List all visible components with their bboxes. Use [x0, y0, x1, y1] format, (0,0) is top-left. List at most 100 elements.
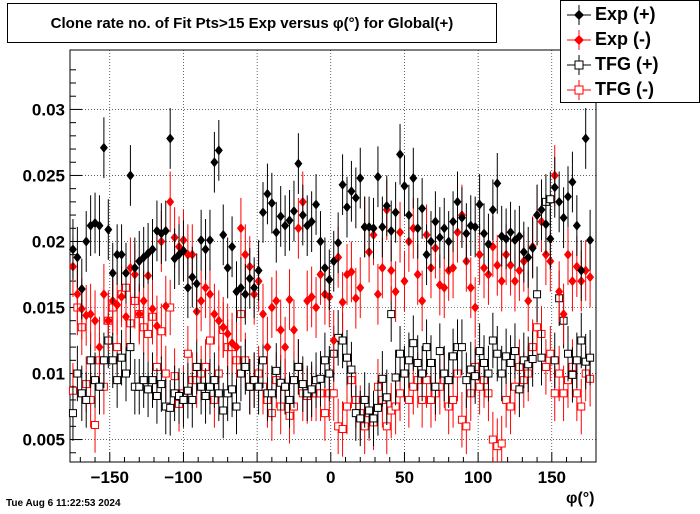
data-point [223, 262, 232, 273]
data-point [161, 301, 170, 312]
data-point [232, 402, 241, 411]
data-point [205, 289, 214, 300]
data-point [572, 220, 581, 231]
data-point [73, 289, 82, 300]
data-point [577, 265, 586, 276]
data-point [360, 395, 369, 404]
legend-marker-tfg-minus [567, 80, 591, 100]
data-point [475, 199, 484, 210]
x-tick-label: −100 [164, 468, 202, 487]
data-point [82, 236, 91, 247]
data-point [524, 252, 533, 263]
y-tick-label: 0.03 [32, 100, 65, 119]
data-point [559, 389, 568, 398]
data-point [121, 268, 130, 279]
data-point [77, 389, 86, 398]
data-point [555, 286, 564, 297]
data-point [236, 223, 245, 234]
data-point [316, 236, 325, 247]
data-point [157, 380, 166, 389]
data-point [95, 342, 104, 353]
data-point [471, 372, 480, 381]
data-point [241, 249, 250, 260]
legend-item-exp-plus: Exp (+) [561, 3, 699, 28]
data-point [506, 260, 515, 271]
data-point [219, 229, 228, 240]
data-point [550, 182, 559, 193]
data-point [135, 382, 144, 391]
data-point [519, 247, 528, 258]
data-point [113, 376, 122, 385]
data-point [493, 260, 502, 271]
data-point [259, 309, 268, 320]
data-point [214, 145, 223, 156]
data-point [294, 223, 303, 234]
data-point [484, 239, 493, 250]
data-point [475, 249, 484, 260]
y-tick-label: 0.025 [22, 166, 65, 185]
data-point [422, 343, 431, 352]
data-point [117, 291, 126, 302]
legend-marker-exp-plus [567, 5, 591, 25]
x-tick-label: 150 [538, 468, 566, 487]
data-point [338, 179, 347, 190]
timestamp: Tue Aug 6 11:22:53 2024 [6, 498, 121, 509]
data-point [409, 173, 418, 184]
data-point [104, 224, 113, 235]
data-point [188, 272, 197, 283]
data-point [342, 202, 351, 213]
data-point [426, 395, 435, 404]
data-point [241, 289, 250, 300]
data-point [113, 299, 122, 310]
legend-marker-tfg-plus [567, 55, 591, 75]
data-point [347, 186, 356, 197]
data-point [267, 389, 276, 398]
data-point [365, 406, 374, 415]
data-point [541, 219, 550, 230]
data-point [289, 376, 298, 385]
data-point [449, 352, 458, 361]
data-point [541, 362, 550, 371]
x-axis-label: φ(°) [566, 490, 595, 507]
data-point [559, 212, 568, 223]
data-point [515, 231, 524, 242]
data-point [307, 385, 316, 394]
data-point [201, 244, 210, 255]
x-tick-label: −50 [243, 468, 272, 487]
x-tick-label: 50 [395, 468, 414, 487]
data-point [320, 409, 329, 418]
data-point [351, 409, 360, 418]
data-point [568, 370, 577, 379]
y-tick-label: 0.02 [32, 232, 65, 251]
data-point [453, 196, 462, 207]
data-point [267, 302, 276, 313]
data-point [99, 142, 108, 153]
data-point [281, 342, 290, 353]
data-point [577, 402, 586, 411]
data-point [214, 315, 223, 326]
data-point [201, 391, 210, 400]
data-point [373, 171, 382, 182]
data-point [471, 221, 480, 232]
data-point [117, 353, 126, 362]
data-point [586, 235, 595, 246]
data-point [139, 295, 148, 306]
data-point [391, 373, 400, 382]
data-point [586, 353, 595, 362]
data-point [263, 188, 272, 199]
data-point [351, 192, 360, 203]
data-point [568, 276, 577, 287]
data-point [95, 220, 104, 231]
data-point [435, 232, 444, 243]
data-point [449, 262, 458, 273]
y-tick-label: 0.01 [32, 365, 65, 384]
data-point [236, 369, 245, 378]
data-point [382, 200, 391, 211]
data-point [91, 315, 100, 326]
data-point [99, 356, 108, 365]
data-point [444, 236, 453, 247]
data-point [510, 347, 519, 356]
data-point [488, 435, 497, 444]
data-point [440, 369, 449, 378]
